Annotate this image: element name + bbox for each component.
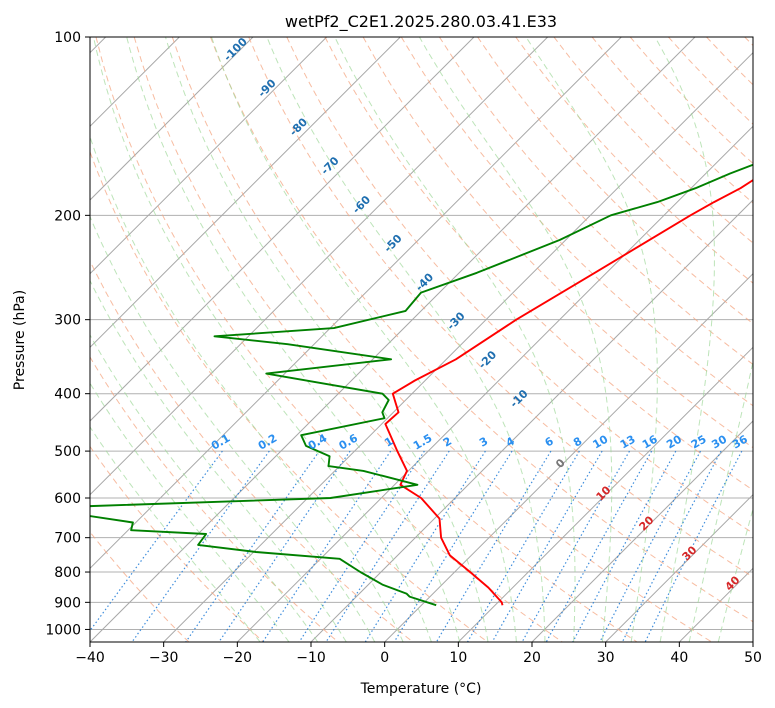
dry-adiabat-line [95,37,563,642]
x-tick-label: −10 [296,650,326,666]
dry-adiabat-line [438,37,753,366]
dry-adiabat-line [210,37,753,623]
isotherm-line [457,346,753,642]
moist-adiabat-line [90,215,376,642]
x-tick-label: 40 [670,650,688,666]
isotherm-line [531,420,753,642]
background-lines [90,37,753,642]
x-tick-label: −20 [223,650,253,666]
mixing-ratio-line [185,450,320,642]
y-tick-label: 100 [54,30,81,46]
dry-adiabat-line [324,37,753,491]
mixing-ratio-line [218,450,351,642]
mixing-ratio-line [521,450,631,642]
y-tick-label: 200 [54,208,81,224]
x-tick-label: 30 [597,650,615,666]
temperature-profile-line [384,179,753,606]
mixing-ratio-line [90,450,223,632]
isotherm-line [752,641,753,642]
mixing-ratio-line [298,450,425,642]
y-axis-label: Pressure (hPa) [12,290,28,390]
mixing-ratio-line [621,450,722,642]
x-tick-label: −40 [75,650,105,666]
dry-adiabat-line [477,37,753,325]
y-tick-label: 300 [54,313,81,329]
dry-adiabat-line [133,37,638,642]
y-tick-label: 1000 [45,622,81,638]
moist-adiabat-line [90,426,261,642]
mixing-ratio-line [545,450,653,642]
moist-adiabat-line [126,37,461,642]
x-tick-label: −30 [149,650,179,666]
x-tick-label: 10 [449,650,467,666]
y-axis: 100 200 300 400 500 600 700 800 900 1000 [45,30,90,638]
isotherm-line [90,37,401,349]
moist-adiabat-line [165,37,489,642]
isotherm-line [236,125,753,642]
dry-adiabat-line [90,356,339,642]
moist-adiabat-line [654,37,716,642]
y-tick-label: 900 [54,595,81,611]
isotherm-line [90,37,622,570]
moist-adiabat-line [90,382,290,642]
moist-adiabat-line [418,37,613,642]
dry-adiabat-line [248,37,753,578]
isotherm-line [163,51,753,642]
x-tick-label: 50 [744,650,762,666]
y-tick-label: 700 [54,531,81,547]
isotherm-line [90,37,696,642]
y-tick-label: 400 [54,387,81,403]
mixing-ratio-line [599,450,702,642]
x-axis-label: Temperature (°C) [360,681,482,697]
moist-adiabat-line [334,37,576,642]
dry-adiabat-line [90,445,264,642]
isotherm-line [90,37,475,422]
x-tick-label: 0 [380,650,389,666]
series-layer [90,163,753,607]
isotherm-line [384,272,753,642]
moist-adiabat-line [90,135,404,642]
mixing-ratio-line [262,450,392,642]
dry-adiabat-line [171,37,712,642]
mixing-ratio-line [572,450,677,642]
y-tick-label: 600 [54,491,81,507]
dry-adiabat-line [90,259,414,642]
dry-adiabat-line [90,150,488,642]
moist-adiabat-line [211,37,517,642]
mixing-ratio-line [644,450,743,642]
dewpoint-profile-line [90,163,753,607]
x-axis: −40 −30 −20 −10 0 10 20 30 40 50 [75,642,762,666]
y-tick-label: 800 [54,565,81,581]
moist-adiabat-line [90,334,319,642]
isotherm-line [90,37,254,201]
mixing-ratio-line [491,450,603,642]
moist-adiabat-line [266,37,546,642]
isotherm-line [605,493,753,642]
dry-adiabat-line [286,37,753,534]
moist-adiabat-line [717,507,753,642]
chart-title: wetPf2_C2E1.2025.280.03.41.E33 [285,12,557,32]
plot-frame [89,36,754,643]
moist-adiabat-line [688,359,753,642]
mixing-ratio-line [393,450,513,642]
moist-adiabat-line [93,37,432,642]
moist-adiabat-line [525,37,658,642]
y-tick-label: 500 [54,444,81,460]
x-tick-label: 20 [523,650,541,666]
isotherm-line [90,37,328,275]
